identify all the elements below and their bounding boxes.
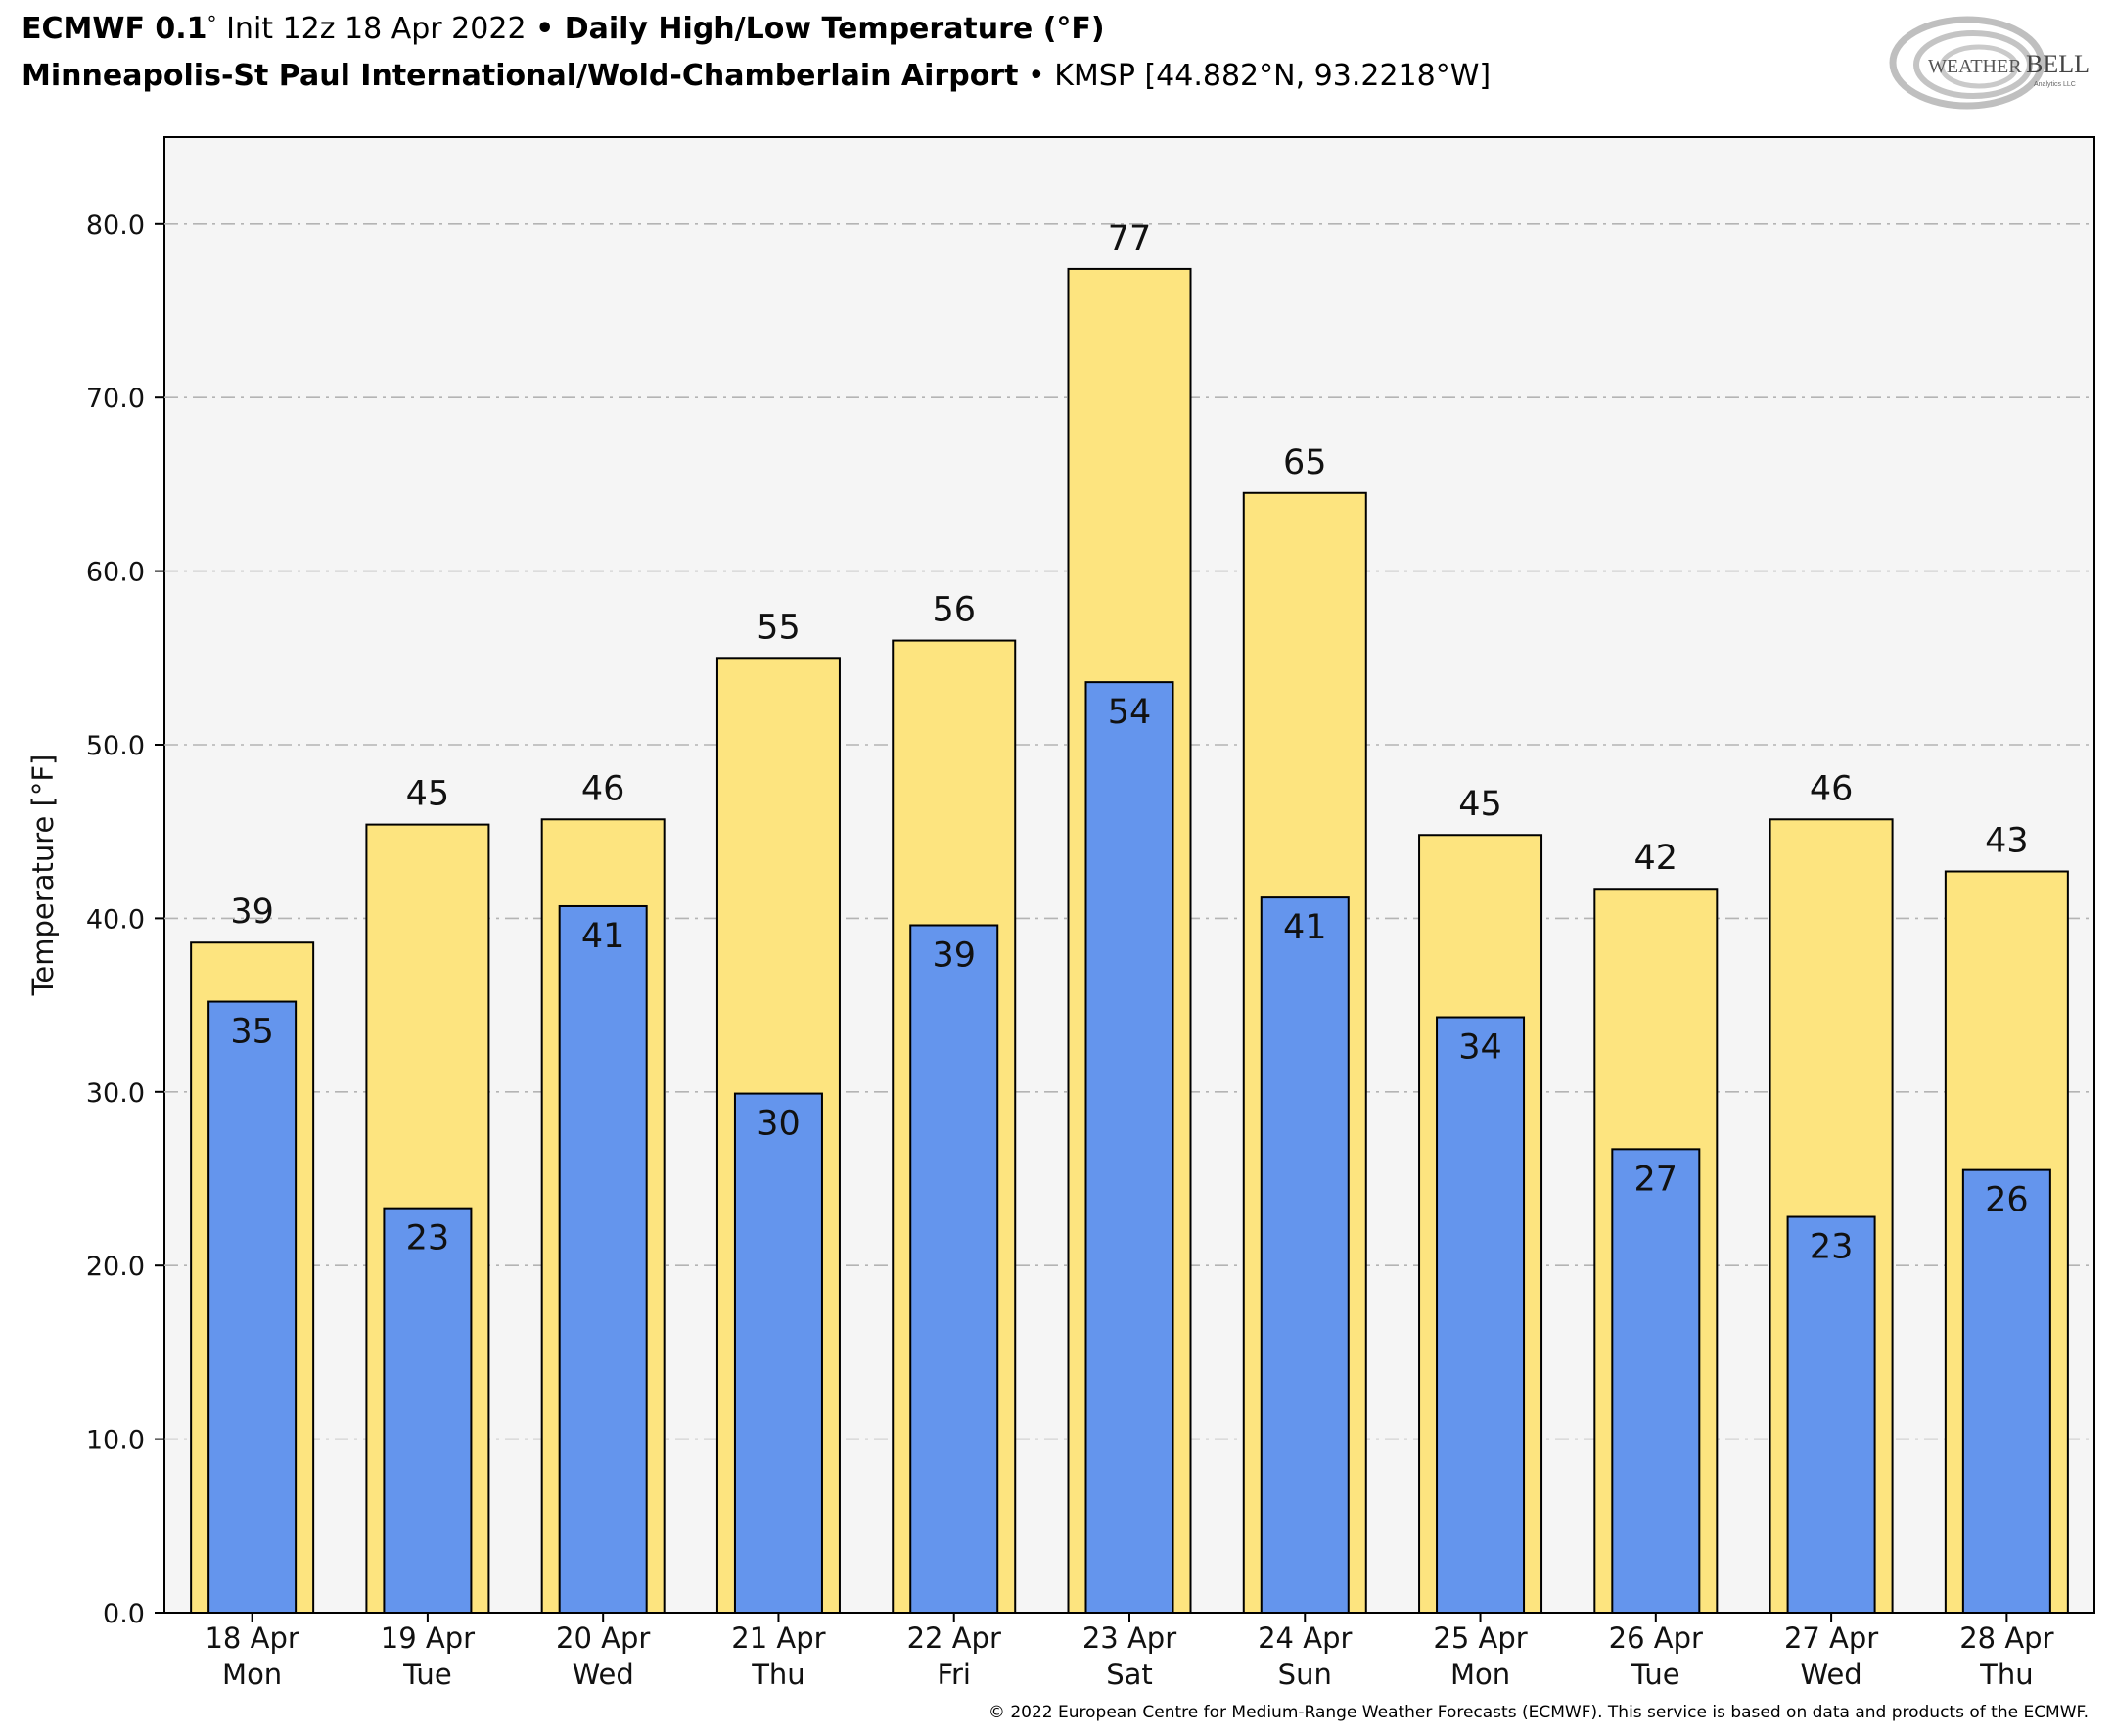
x-tick-date: 20 Apr xyxy=(556,1622,650,1655)
low-value-label: 26 xyxy=(1985,1181,2029,1220)
logo-text-left: WEATHER xyxy=(1928,56,2022,77)
low-bar xyxy=(1611,1148,1701,1615)
model-name: ECMWF 0.1 xyxy=(22,12,207,46)
subtitle-separator: • xyxy=(1018,59,1055,93)
x-tick-day: Tue xyxy=(1631,1658,1680,1691)
x-tick-date: 21 Apr xyxy=(731,1622,825,1655)
low-bar xyxy=(1436,1016,1526,1614)
data-labels: 39 35 45 23 46 41 55 30 56 39 77 54 65 41 45 34 42 27 46 23… xyxy=(230,219,2028,1267)
y-tick-label: 50.0 xyxy=(86,731,145,761)
low-value-label: 23 xyxy=(406,1219,450,1258)
y-tick-label: 0.0 xyxy=(103,1599,145,1629)
low-bar xyxy=(207,1000,298,1614)
high-value-label: 43 xyxy=(1985,822,2029,861)
y-tick-label: 10.0 xyxy=(86,1426,145,1456)
x-tick-date: 27 Apr xyxy=(1784,1622,1878,1655)
y-tick-label: 60.0 xyxy=(86,558,145,588)
x-tick-day: Wed xyxy=(1800,1658,1861,1691)
weatherbell-logo: WEATHER BELL Analytics LLC xyxy=(1889,16,2090,110)
init-time: Init 12z 18 Apr 2022 xyxy=(216,12,536,46)
high-value-label: 46 xyxy=(1810,769,1854,808)
low-value-label: 54 xyxy=(1108,693,1152,732)
high-value-label: 65 xyxy=(1283,443,1327,482)
x-tick-day: Thu xyxy=(751,1658,804,1691)
high-value-label: 56 xyxy=(932,591,976,630)
low-value-label: 23 xyxy=(1810,1228,1854,1267)
x-tick-day: Sat xyxy=(1106,1658,1153,1691)
high-value-label: 39 xyxy=(230,892,274,932)
low-value-label: 34 xyxy=(1458,1028,1502,1068)
low-bar xyxy=(558,904,648,1614)
y-axis-label: Temperature [°F] xyxy=(26,754,60,997)
low-bar xyxy=(909,924,999,1614)
low-value-label: 39 xyxy=(932,936,976,975)
y-tick-label: 80.0 xyxy=(86,210,145,241)
x-tick-date: 23 Apr xyxy=(1082,1622,1176,1655)
high-value-label: 45 xyxy=(1458,785,1502,824)
high-value-label: 46 xyxy=(581,769,625,808)
low-bar xyxy=(1260,896,1350,1614)
high-value-label: 55 xyxy=(757,608,801,647)
y-axis: 0.0 10.0 20.0 30.0 40.0 50.0 60.0 70.0 80.0 xyxy=(86,210,164,1629)
low-bar xyxy=(1084,681,1174,1614)
high-value-label: 77 xyxy=(1108,219,1152,258)
title-separator: • xyxy=(535,12,555,46)
logo-subtext: Analytics LLC xyxy=(2034,81,2076,88)
low-value-label: 41 xyxy=(1283,908,1327,947)
x-tick-day: Fri xyxy=(937,1658,971,1691)
low-bar xyxy=(733,1092,823,1614)
product-name: Daily High/Low Temperature (°F) xyxy=(554,12,1105,46)
degree-sign: ° xyxy=(207,12,217,35)
low-value-label: 27 xyxy=(1634,1160,1678,1199)
chart-title: ECMWF 0.1° Init 12z 18 Apr 2022 • Daily … xyxy=(22,12,1105,46)
x-tick-date: 28 Apr xyxy=(1959,1622,2053,1655)
low-bar xyxy=(1786,1215,1876,1614)
x-tick-date: 25 Apr xyxy=(1433,1622,1527,1655)
low-value-label: 35 xyxy=(230,1013,274,1052)
low-bars xyxy=(207,681,2051,1615)
x-tick-day: Mon xyxy=(1450,1658,1510,1691)
high-value-label: 42 xyxy=(1634,839,1678,878)
logo-swirl xyxy=(1889,16,2045,110)
y-tick-label: 40.0 xyxy=(86,904,145,935)
x-tick-date: 24 Apr xyxy=(1258,1622,1352,1655)
low-bar xyxy=(383,1207,473,1614)
x-tick-day: Mon xyxy=(222,1658,282,1691)
low-value-label: 41 xyxy=(581,917,625,956)
x-tick-date: 18 Apr xyxy=(205,1622,299,1655)
x-tick-date: 26 Apr xyxy=(1609,1622,1703,1655)
x-tick-date: 19 Apr xyxy=(381,1622,475,1655)
x-tick-day: Tue xyxy=(402,1658,452,1691)
location-name: Minneapolis-St Paul International/Wold-C… xyxy=(22,59,1019,93)
low-value-label: 30 xyxy=(757,1105,801,1144)
station-info: KMSP [44.882°N, 93.2218°W] xyxy=(1054,59,1492,93)
high-value-label: 45 xyxy=(406,775,450,814)
x-tick-day: Wed xyxy=(573,1658,634,1691)
y-tick-label: 30.0 xyxy=(86,1078,145,1109)
y-tick-label: 20.0 xyxy=(86,1252,145,1282)
logo-text-right: BELL xyxy=(2026,50,2090,78)
x-tick-date: 22 Apr xyxy=(907,1622,1001,1655)
y-tick-label: 70.0 xyxy=(86,384,145,414)
copyright-footer: © 2022 European Centre for Medium-Range … xyxy=(988,1703,2089,1722)
chart-subtitle: Minneapolis-St Paul International/Wold-C… xyxy=(22,59,1491,93)
low-bar xyxy=(1961,1168,2051,1614)
x-tick-day: Thu xyxy=(1979,1658,2033,1691)
x-tick-day: Sun xyxy=(1278,1658,1332,1691)
